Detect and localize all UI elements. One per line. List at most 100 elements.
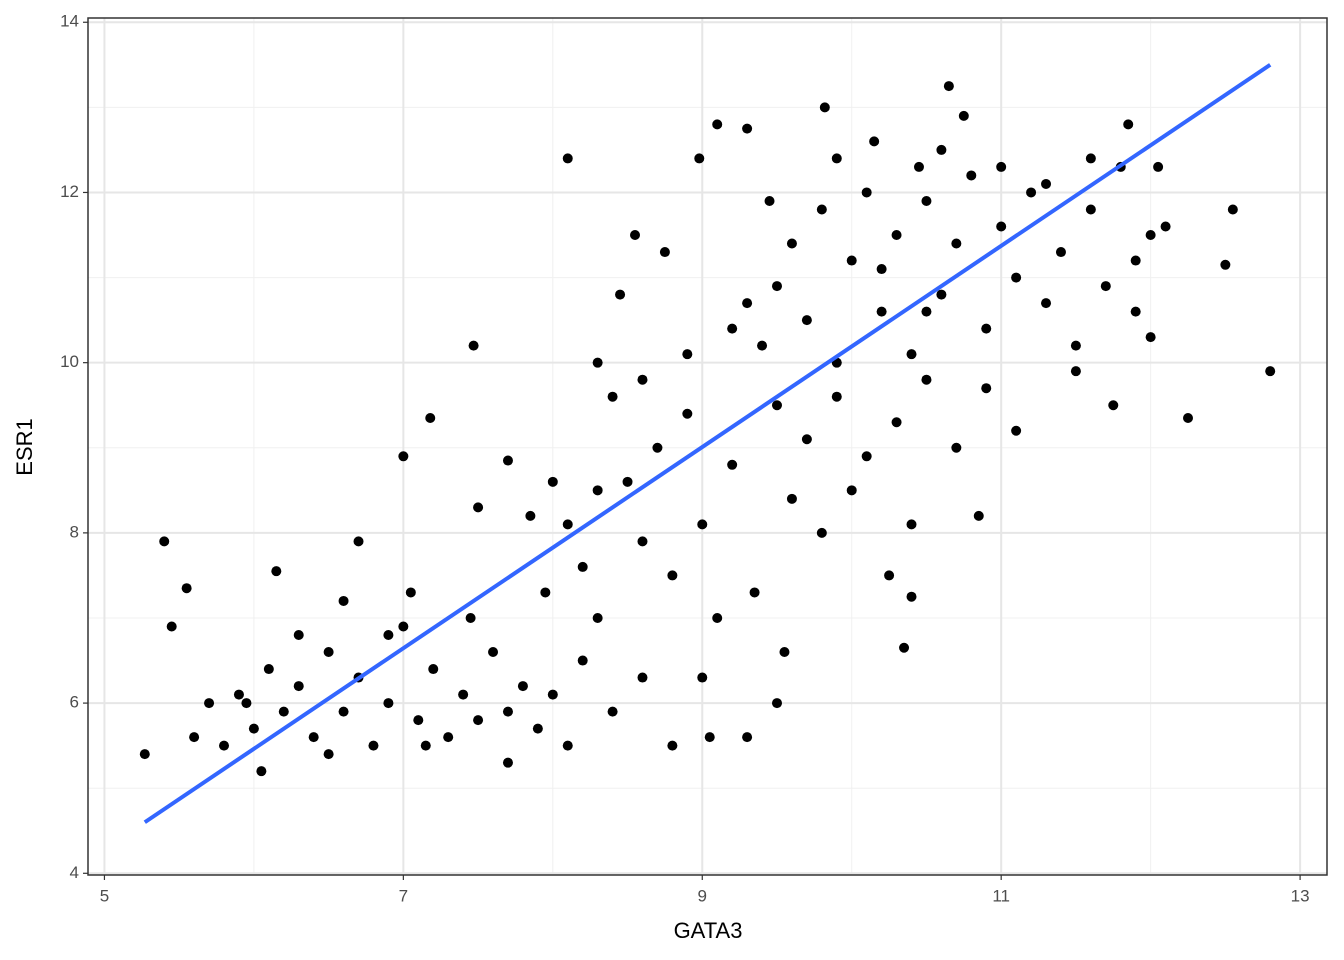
y-tick-label: 10	[60, 352, 79, 371]
point	[742, 123, 753, 134]
point	[398, 621, 409, 632]
point	[801, 434, 812, 445]
point	[764, 195, 775, 206]
point	[592, 485, 603, 496]
fit-line	[143, 63, 1272, 824]
point	[1026, 187, 1037, 198]
point	[383, 698, 394, 709]
x-tick-label: 5	[100, 886, 109, 905]
point	[742, 298, 753, 309]
point	[786, 238, 797, 249]
point	[921, 195, 932, 206]
point	[779, 647, 790, 658]
point	[906, 519, 917, 530]
point	[637, 536, 648, 547]
point	[682, 408, 693, 419]
point	[1011, 425, 1022, 436]
point	[861, 451, 872, 462]
point	[263, 664, 274, 675]
point	[1153, 161, 1164, 172]
point	[1070, 340, 1081, 351]
point	[338, 706, 349, 717]
x-tick-label: 9	[698, 886, 707, 905]
point	[1085, 153, 1096, 164]
point	[981, 323, 992, 334]
x-tick-label: 13	[1291, 886, 1310, 905]
point	[458, 689, 469, 700]
point	[966, 170, 977, 181]
point	[241, 698, 252, 709]
point	[1145, 332, 1156, 343]
point	[816, 527, 827, 538]
point	[413, 715, 424, 726]
point	[697, 519, 708, 530]
point	[468, 340, 479, 351]
point	[712, 119, 723, 130]
point	[1100, 281, 1111, 292]
point	[891, 230, 902, 241]
point	[562, 519, 573, 530]
point	[771, 281, 782, 292]
point	[465, 612, 476, 623]
point	[607, 706, 618, 717]
point	[1055, 247, 1066, 258]
point	[353, 536, 364, 547]
point	[248, 723, 259, 734]
point	[816, 204, 827, 215]
point	[592, 612, 603, 623]
point	[308, 732, 319, 743]
point	[771, 400, 782, 411]
point	[562, 740, 573, 751]
point	[1011, 272, 1022, 283]
point	[159, 536, 170, 547]
point	[420, 740, 431, 751]
point	[1265, 366, 1276, 377]
point	[139, 749, 150, 760]
point	[592, 357, 603, 368]
y-tick-label: 14	[60, 12, 79, 31]
point	[884, 570, 895, 581]
point	[166, 621, 177, 632]
point	[682, 349, 693, 360]
point	[936, 144, 947, 155]
y-tick-label: 8	[70, 522, 79, 541]
point	[652, 442, 663, 453]
point	[398, 451, 409, 462]
point	[913, 161, 924, 172]
y-tick-label: 4	[70, 863, 79, 882]
point	[996, 221, 1007, 232]
point	[473, 715, 484, 726]
point	[742, 732, 753, 743]
point	[383, 630, 394, 641]
point	[906, 349, 917, 360]
point	[368, 740, 379, 751]
x-axis-title: GATA3	[674, 918, 743, 943]
point	[704, 732, 715, 743]
point	[951, 238, 962, 249]
point	[876, 264, 887, 275]
point	[637, 374, 648, 385]
point	[861, 187, 872, 198]
point	[502, 706, 513, 717]
point	[667, 570, 678, 581]
point	[921, 374, 932, 385]
point	[973, 510, 984, 521]
point	[233, 689, 244, 700]
point	[667, 740, 678, 751]
point	[1145, 230, 1156, 241]
point	[256, 766, 267, 777]
point	[562, 153, 573, 164]
point	[876, 306, 887, 317]
point	[271, 566, 282, 577]
point	[906, 591, 917, 602]
y-tick-label: 6	[70, 693, 79, 712]
point	[981, 383, 992, 394]
point	[293, 630, 304, 641]
point	[943, 81, 954, 92]
point	[891, 417, 902, 428]
y-tick-label: 12	[60, 182, 79, 201]
point	[659, 247, 670, 258]
point	[1130, 255, 1141, 266]
point	[323, 749, 334, 760]
point	[727, 323, 738, 334]
